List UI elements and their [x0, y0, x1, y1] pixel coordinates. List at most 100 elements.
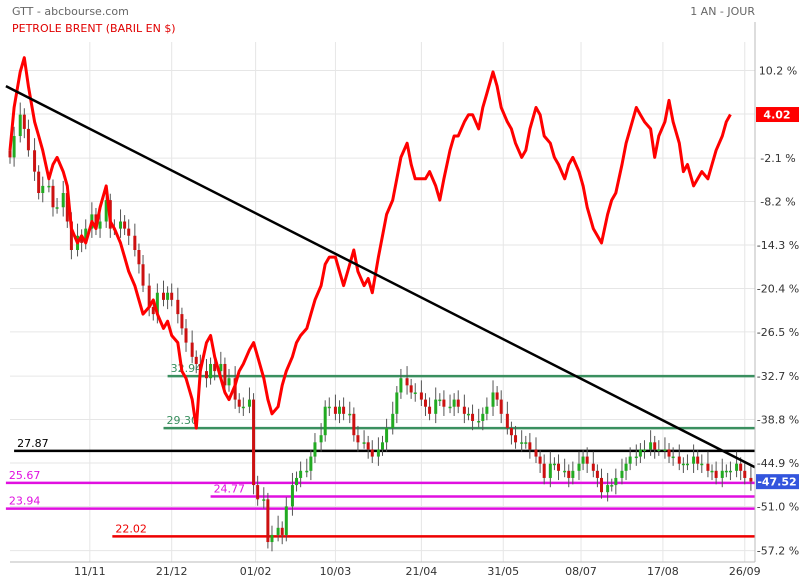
- candle-body: [47, 185, 51, 188]
- candle-body: [137, 250, 141, 265]
- overlay-legend-label: PETROLE BRENT (BARIL EN $): [12, 22, 176, 35]
- candle-body: [419, 392, 423, 400]
- candle-body: [524, 442, 528, 444]
- candle-body: [237, 399, 241, 407]
- candle-body: [395, 392, 399, 414]
- candle-body: [671, 456, 675, 459]
- candle-body: [356, 435, 360, 443]
- candle-body: [739, 463, 743, 471]
- candle-body: [563, 470, 567, 473]
- x-tick-label: 21/12: [156, 565, 188, 578]
- candle-body: [352, 413, 356, 436]
- candle-body: [327, 406, 331, 409]
- y-tick-label: -44.9 %: [757, 457, 799, 470]
- level-label: 32.94: [171, 362, 203, 375]
- candle-body: [213, 363, 217, 372]
- candle-body: [22, 114, 26, 129]
- candle-body: [80, 235, 84, 243]
- candle-body: [499, 399, 503, 414]
- candle-body: [194, 356, 198, 364]
- candle-body: [166, 292, 170, 300]
- candle-body: [624, 463, 628, 471]
- candle-body: [706, 463, 710, 471]
- candle-body: [104, 200, 108, 222]
- candle-body: [223, 363, 227, 386]
- candle-body: [520, 442, 524, 444]
- candle-body: [620, 470, 624, 478]
- candle-body: [119, 221, 123, 229]
- candle-body: [491, 392, 495, 407]
- candle-body: [151, 306, 155, 315]
- candle-body: [338, 406, 342, 414]
- x-tick-label: 11/11: [74, 565, 106, 578]
- value-badge-label: -47.52: [757, 476, 796, 489]
- candle-body: [514, 435, 518, 443]
- x-tick-label: 08/07: [565, 565, 597, 578]
- y-tick-label: -2.1 %: [760, 152, 795, 165]
- candle-body: [385, 428, 389, 443]
- candle-body: [591, 463, 595, 471]
- candle-body: [413, 392, 417, 394]
- value-badge: [756, 474, 799, 490]
- candle-body: [69, 221, 73, 250]
- candle-body: [180, 314, 184, 329]
- y-tick-label: -14.3 %: [757, 239, 799, 252]
- candle-body: [170, 292, 174, 300]
- level-label: 27.87: [17, 437, 49, 450]
- candle-body: [634, 456, 638, 459]
- candle-body: [552, 463, 556, 466]
- candle-body: [381, 442, 384, 450]
- candle-body: [123, 221, 127, 229]
- y-tick-label: -20.4 %: [757, 282, 799, 295]
- candle-body: [12, 136, 16, 158]
- y-tick-label: -38.8 %: [757, 414, 799, 427]
- candle-body: [362, 442, 366, 444]
- candle-body: [295, 477, 299, 486]
- candle-body: [749, 477, 753, 482]
- candle-body: [241, 406, 245, 409]
- level-label: 22.02: [115, 522, 147, 535]
- candle-body: [323, 406, 327, 436]
- candle-body: [434, 399, 438, 414]
- candle-body: [495, 392, 499, 400]
- value-badge-label: 4.02: [763, 109, 790, 122]
- candle-body: [247, 399, 251, 407]
- candle-body: [176, 299, 180, 315]
- candle-body: [606, 485, 610, 493]
- candle-body: [735, 463, 739, 471]
- candle-body: [98, 221, 102, 229]
- candle-body: [65, 193, 69, 222]
- candle-body: [720, 470, 724, 478]
- candle-body: [471, 413, 475, 421]
- y-tick-label: 10.2 %: [759, 64, 797, 77]
- candle-body: [534, 449, 538, 457]
- overlay-line: [8, 56, 732, 430]
- candle-body: [595, 470, 599, 478]
- candle-body: [266, 499, 270, 543]
- candle-body: [567, 470, 571, 478]
- candle-body: [376, 449, 380, 457]
- candle-body: [642, 449, 646, 451]
- candle-body: [51, 185, 55, 208]
- x-tick-label: 26/09: [729, 565, 761, 578]
- candle-body: [692, 456, 696, 464]
- candle-body: [262, 499, 266, 501]
- candle-body: [276, 527, 280, 535]
- candle-body: [442, 399, 446, 407]
- candle-body: [333, 406, 337, 414]
- candle-body: [184, 328, 188, 343]
- candle-body: [466, 413, 470, 416]
- level-label: 24.77: [214, 482, 246, 495]
- candle-body: [456, 399, 460, 407]
- candle-body: [370, 449, 374, 457]
- candle-body: [477, 420, 481, 423]
- candle-body: [677, 456, 681, 464]
- candle-body: [41, 185, 45, 194]
- candle-body: [657, 449, 661, 451]
- candle-body: [485, 406, 489, 414]
- candle-body: [18, 114, 22, 137]
- candle-body: [663, 449, 667, 451]
- candle-body: [313, 442, 317, 457]
